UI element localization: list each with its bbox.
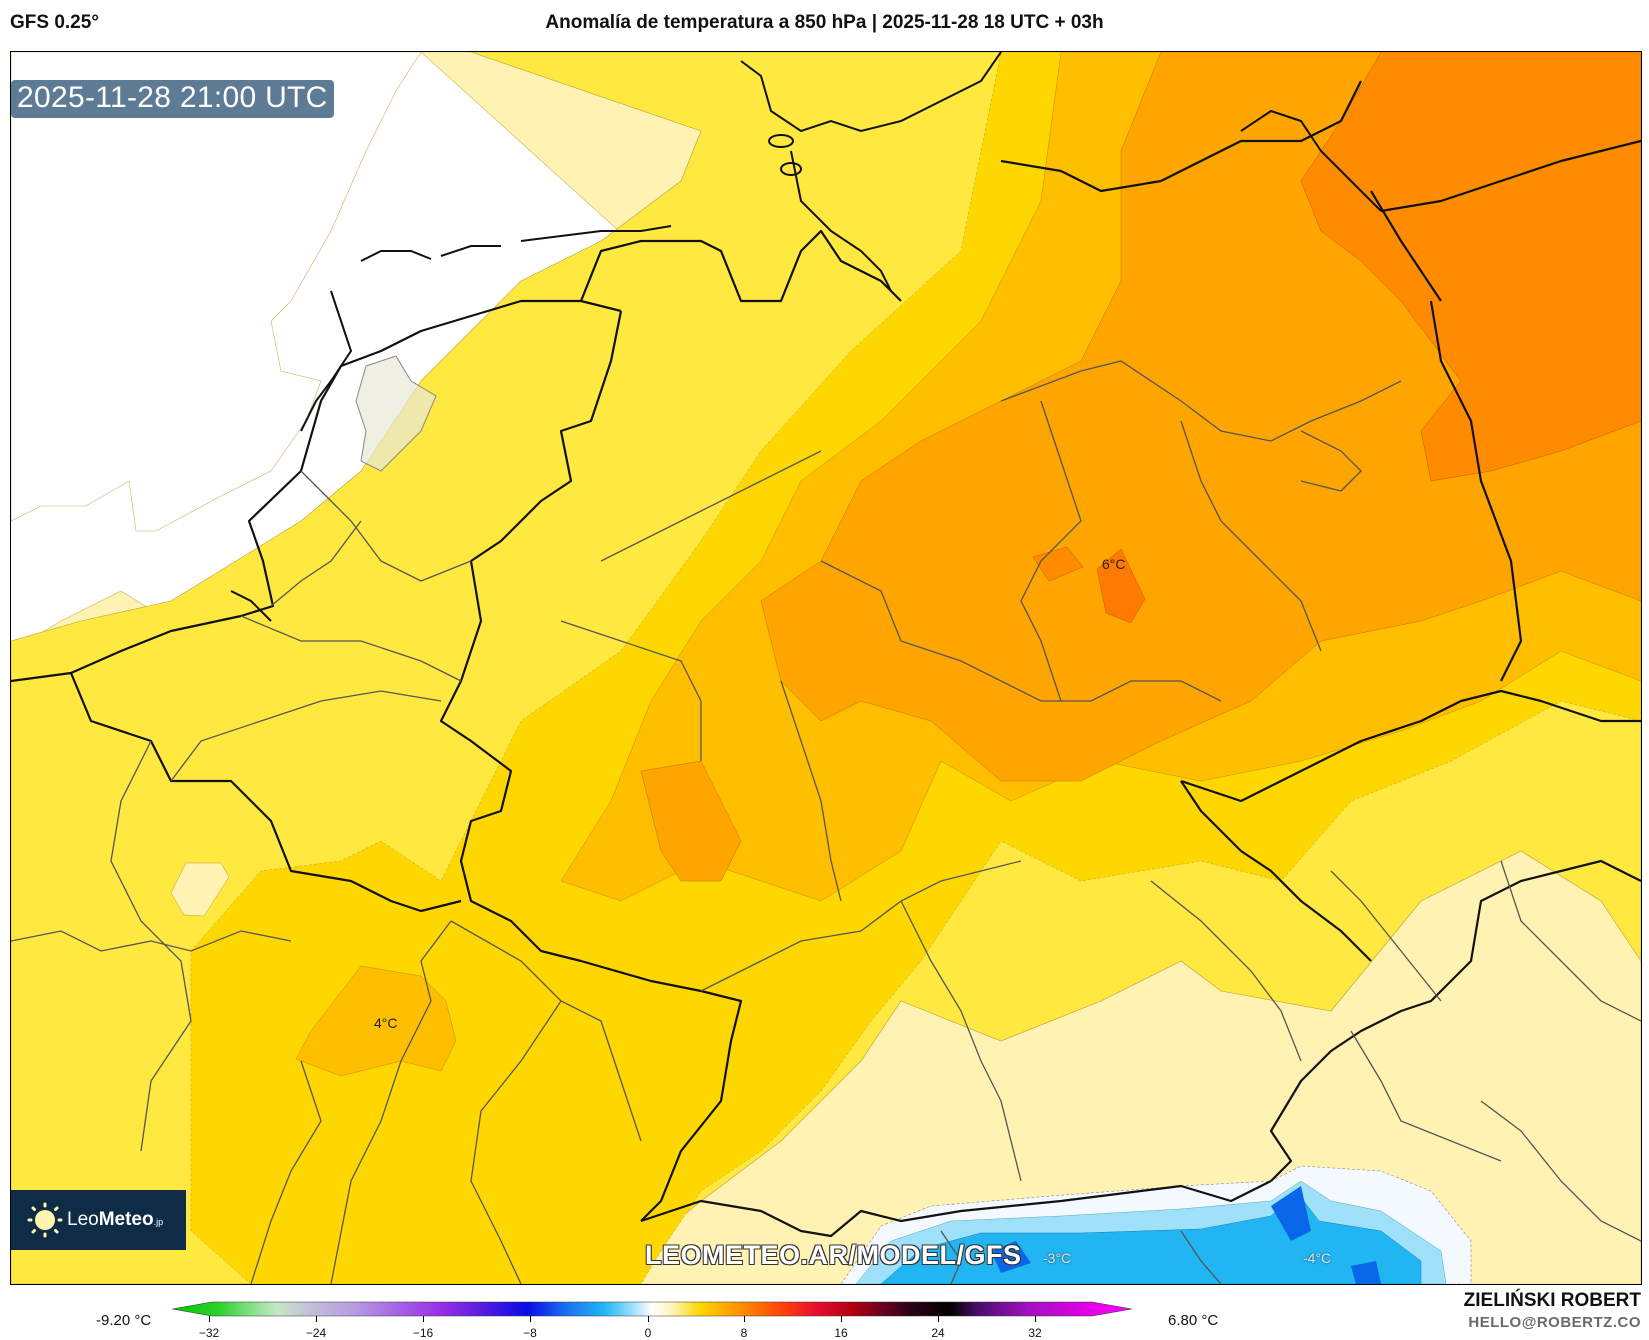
contour-label-6c: 6°C <box>1102 556 1126 572</box>
map-title: Anomalía de temperatura a 850 hPa | 2025… <box>545 12 1104 33</box>
valid-time-badge: 2025-11-28 21:00 UTC <box>11 80 334 118</box>
author-name: ZIELIŃSKI ROBERT <box>1463 1290 1641 1311</box>
tick-mark <box>744 1316 745 1322</box>
model-label: GFS 0.25° <box>10 12 99 33</box>
temperature-anomaly-map <box>11 52 1641 1284</box>
logo-text: LeoMeteo.jp <box>67 1209 163 1231</box>
tick-label: 0 <box>644 1326 652 1340</box>
tick-mark <box>1035 1316 1036 1322</box>
logo-suffix: .jp <box>153 1217 164 1227</box>
tick-mark <box>648 1316 649 1322</box>
tick-mark <box>316 1316 317 1322</box>
map-panel <box>10 51 1642 1285</box>
watermark-url: LEOMETEO.AR/MODEL/GFS <box>645 1240 1022 1270</box>
colorbar-max-value: 6.80 °C <box>1168 1312 1219 1329</box>
author-email: HELLO@ROBERTZ.CO <box>1468 1314 1641 1331</box>
contour-label-minus3c: -3°C <box>1043 1250 1072 1266</box>
tick-label: 32 <box>1028 1326 1042 1340</box>
colorbar-min-value: -9.20 °C <box>96 1312 152 1329</box>
tick-mark <box>841 1316 842 1322</box>
contour-label-minus4c: -4°C <box>1303 1250 1332 1266</box>
tick-label: 24 <box>931 1326 945 1340</box>
colorbar <box>172 1301 1132 1317</box>
logo-brand-bold: Meteo <box>98 1209 154 1230</box>
tick-label: −32 <box>198 1326 220 1340</box>
tick-mark <box>530 1316 531 1322</box>
tick-label: −8 <box>523 1326 537 1340</box>
region-borders <box>11 360 1641 1284</box>
sun-icon <box>27 1202 63 1238</box>
logo-brand-light: Leo <box>67 1209 99 1230</box>
cold-anomaly-deep-blue <box>991 1241 1031 1273</box>
leometeo-logo: LeoMeteo.jp <box>11 1190 186 1250</box>
tick-mark <box>209 1316 210 1322</box>
country-borders <box>11 80 1641 1238</box>
tick-mark <box>423 1316 424 1322</box>
tick-label: −24 <box>305 1326 327 1340</box>
tick-mark <box>938 1316 939 1322</box>
tick-label: −16 <box>412 1326 434 1340</box>
coastlines <box>230 52 1382 622</box>
tick-label: 16 <box>834 1326 848 1340</box>
tick-label: 8 <box>740 1326 748 1340</box>
contour-label-4c: 4°C <box>374 1015 398 1031</box>
contour-6-7 <box>1300 52 1641 482</box>
